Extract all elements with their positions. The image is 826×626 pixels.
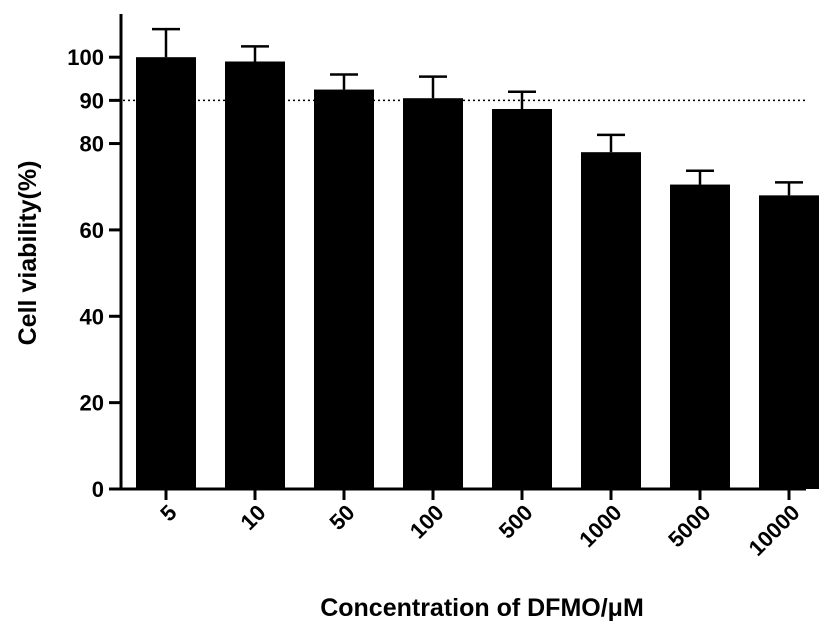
y-axis-label: Cell viability(%) — [14, 161, 42, 346]
x-tick-label: 1000 — [574, 500, 626, 552]
bar — [225, 61, 285, 489]
bar — [581, 152, 641, 489]
bar — [759, 195, 819, 489]
x-tick-label: 10000 — [744, 500, 805, 561]
x-axis-label: Concentration of DFMO/μM — [320, 594, 644, 622]
bar — [670, 184, 730, 489]
axes-layer — [119, 14, 806, 491]
bar — [403, 98, 463, 490]
bar — [492, 109, 552, 489]
x-tick-label: 100 — [405, 500, 449, 544]
y-tick-label: 40 — [80, 304, 104, 329]
x-tick-label: 500 — [494, 500, 538, 544]
x-ticks-layer: 5 10 50 100 500 1000 5000 10000 — [155, 489, 805, 561]
y-tick-label: 0 — [92, 477, 104, 502]
y-tick-label: 100 — [67, 45, 104, 70]
x-tick-label: 5 — [155, 500, 181, 526]
y-tick-label: 20 — [80, 391, 104, 416]
y-ticks-layer: 0 20 40 60 80 90 100 — [67, 45, 121, 502]
bar — [314, 89, 374, 490]
y-tick-label: 90 — [80, 88, 104, 113]
bars-layer — [136, 27, 819, 490]
x-tick-label: 50 — [325, 500, 360, 535]
x-tick-label: 5000 — [663, 500, 715, 552]
y-tick-label: 80 — [80, 132, 104, 157]
y-tick-label: 60 — [80, 218, 104, 243]
x-tick-label: 10 — [236, 500, 271, 535]
bar — [136, 57, 196, 489]
